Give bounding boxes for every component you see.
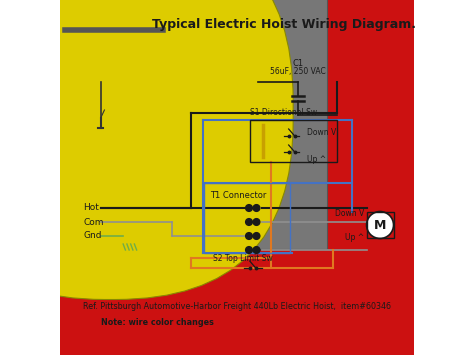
FancyBboxPatch shape (0, 0, 293, 300)
Text: S1 Directional Sw: S1 Directional Sw (250, 108, 318, 117)
Circle shape (253, 219, 260, 225)
Text: Down V: Down V (335, 208, 365, 218)
Circle shape (366, 212, 393, 239)
Circle shape (253, 204, 260, 211)
Text: Note: wire color changes: Note: wire color changes (100, 318, 214, 327)
Text: Up ^: Up ^ (345, 233, 365, 241)
Circle shape (246, 233, 252, 239)
Text: Up ^: Up ^ (307, 155, 326, 164)
Text: S2 Top Limit Sw: S2 Top Limit Sw (213, 254, 273, 263)
Circle shape (246, 219, 252, 225)
Text: Down V: Down V (307, 128, 336, 137)
Text: 56uF, 250 VAC: 56uF, 250 VAC (270, 67, 326, 76)
Circle shape (246, 247, 252, 253)
FancyBboxPatch shape (0, 0, 327, 250)
Text: T1 Connector: T1 Connector (210, 191, 266, 200)
Text: Hot: Hot (83, 203, 100, 213)
Text: M: M (374, 218, 386, 231)
Text: Ref. Pittsburgh Automotive-Harbor Freight 440Lb Electric Hoist,  item#60346: Ref. Pittsburgh Automotive-Harbor Freigh… (83, 302, 391, 311)
Circle shape (246, 204, 252, 211)
Text: C1: C1 (292, 59, 303, 68)
Text: Gnd: Gnd (83, 231, 102, 240)
Circle shape (253, 247, 260, 253)
Text: Typical Electric Hoist Wiring Diagram.: Typical Electric Hoist Wiring Diagram. (152, 18, 416, 31)
Circle shape (253, 233, 260, 239)
Text: Com: Com (83, 218, 104, 226)
